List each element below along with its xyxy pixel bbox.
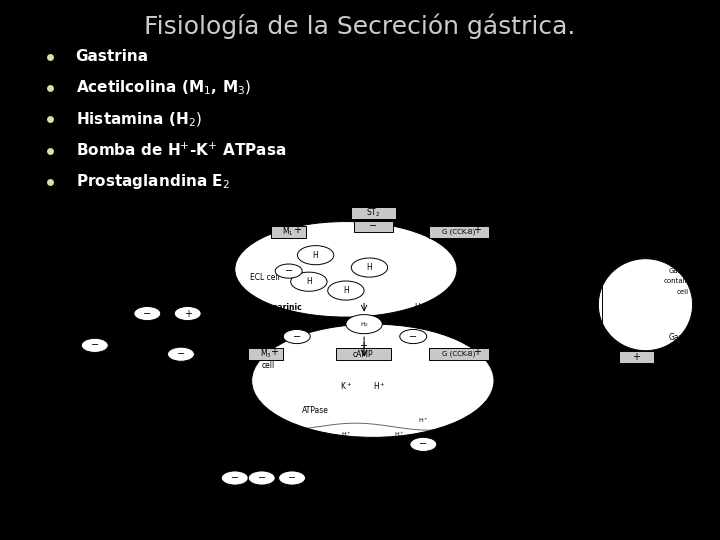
Circle shape	[283, 329, 310, 343]
Text: −: −	[288, 473, 296, 483]
Text: −: −	[177, 349, 185, 359]
Circle shape	[275, 264, 302, 278]
Text: Sucralfate: Sucralfate	[118, 436, 163, 444]
Circle shape	[410, 437, 437, 451]
Circle shape	[400, 329, 427, 343]
Text: H$^+$: H$^+$	[176, 422, 186, 430]
Text: H$^+$: H$^+$	[395, 430, 405, 440]
Text: Bismuth: Bismuth	[99, 273, 135, 282]
Text: −: −	[293, 332, 301, 341]
Ellipse shape	[235, 221, 457, 317]
FancyBboxPatch shape	[428, 348, 489, 360]
FancyBboxPatch shape	[618, 352, 654, 363]
Text: Parietal: Parietal	[254, 351, 283, 360]
Text: Prostaglandina E$_{2}$: Prostaglandina E$_{2}$	[76, 172, 230, 192]
Text: H: H	[312, 251, 318, 260]
Text: Antrum: Antrum	[613, 190, 644, 199]
Text: H$_2$ blockers: H$_2$ blockers	[414, 301, 459, 314]
Text: H$^+$: H$^+$	[303, 430, 315, 440]
Text: H: H	[306, 277, 312, 286]
Text: Ulcer bed: Ulcer bed	[158, 374, 191, 380]
Text: H$^+$: H$^+$	[341, 430, 351, 440]
Text: subsalicylate: subsalicylate	[89, 284, 145, 293]
Circle shape	[168, 347, 194, 361]
Text: Gastrin: Gastrin	[668, 333, 696, 342]
FancyBboxPatch shape	[428, 226, 489, 238]
Circle shape	[328, 281, 364, 300]
Text: +: +	[293, 225, 301, 235]
Text: M$_1$: M$_1$	[282, 226, 294, 239]
Text: containing: containing	[664, 279, 701, 285]
Text: Muscarinic: Muscarinic	[255, 303, 302, 312]
Text: cAMP: cAMP	[353, 350, 374, 359]
FancyBboxPatch shape	[248, 348, 283, 360]
Circle shape	[279, 471, 305, 485]
FancyBboxPatch shape	[336, 348, 391, 360]
Text: Gastrina: Gastrina	[76, 49, 149, 64]
Text: +: +	[473, 347, 481, 357]
Circle shape	[174, 307, 201, 321]
Text: Fundus: Fundus	[529, 190, 559, 199]
Text: −: −	[369, 221, 377, 231]
Text: ST$_2$: ST$_2$	[366, 206, 381, 219]
Text: −: −	[284, 266, 293, 276]
Text: cell: cell	[677, 289, 688, 295]
Text: H$^+$: H$^+$	[418, 416, 428, 425]
FancyBboxPatch shape	[354, 220, 393, 232]
Text: G (CCK-B): G (CCK-B)	[442, 351, 475, 357]
Text: +: +	[270, 347, 278, 357]
Circle shape	[346, 315, 382, 334]
Text: H: H	[343, 286, 348, 295]
Text: +: +	[632, 352, 640, 362]
Text: −: −	[409, 332, 418, 341]
Text: +: +	[184, 308, 192, 319]
Text: G (CCK-B): G (CCK-B)	[442, 229, 475, 235]
Circle shape	[134, 307, 161, 321]
Text: antagonists: antagonists	[253, 312, 305, 321]
Text: −: −	[419, 440, 428, 449]
Text: cell: cell	[262, 361, 275, 370]
Circle shape	[221, 471, 248, 485]
Text: −: −	[91, 340, 99, 350]
Text: Stomach lumen: Stomach lumen	[337, 490, 415, 500]
Text: −: −	[258, 473, 266, 483]
Text: H$^+$: H$^+$	[263, 430, 274, 440]
Text: K$^+$: K$^+$	[340, 380, 352, 392]
Text: Bomba de H$^{+}$-K$^{+}$ ATPasa: Bomba de H$^{+}$-K$^{+}$ ATPasa	[76, 142, 286, 159]
Circle shape	[351, 258, 387, 277]
Text: Antacids: Antacids	[238, 490, 279, 500]
FancyBboxPatch shape	[271, 226, 305, 238]
Text: H$_2$: H$_2$	[359, 320, 369, 329]
Text: Mucous secretion: Mucous secretion	[150, 333, 212, 339]
Text: Proton pump inhibitors: Proton pump inhibitors	[471, 455, 551, 461]
Text: ATPase: ATPase	[302, 406, 329, 415]
Text: Stomach wall: Stomach wall	[333, 183, 393, 192]
Text: +: +	[359, 341, 367, 351]
Text: H$^+$: H$^+$	[373, 380, 386, 392]
FancyBboxPatch shape	[351, 207, 396, 219]
Text: Acetilcolina (M$_{1}$, M$_{3})$: Acetilcolina (M$_{1}$, M$_{3})$	[76, 79, 251, 97]
Circle shape	[248, 471, 275, 485]
Text: Somatostatin: Somatostatin	[387, 196, 439, 205]
Text: H pylori: H pylori	[84, 358, 111, 364]
Circle shape	[297, 246, 334, 265]
Text: +: +	[473, 225, 481, 235]
Text: Food: Food	[673, 374, 692, 383]
Text: H$^+$: H$^+$	[226, 430, 237, 440]
Text: Histamina (H$_{2})$: Histamina (H$_{2})$	[76, 110, 202, 129]
Ellipse shape	[252, 324, 494, 437]
Text: Enteric nervous system: Enteric nervous system	[170, 195, 260, 204]
Text: Fisiología de la Secreción gástrica.: Fisiología de la Secreción gástrica.	[144, 14, 576, 39]
Text: H: H	[366, 263, 372, 272]
Text: ECL cell: ECL cell	[250, 273, 280, 282]
Text: −: −	[143, 308, 151, 319]
Text: −: −	[231, 473, 239, 483]
Circle shape	[291, 272, 327, 291]
Text: M$_3$: M$_3$	[260, 348, 271, 361]
Text: Gastrin-: Gastrin-	[669, 268, 696, 274]
Ellipse shape	[598, 259, 693, 350]
Circle shape	[81, 338, 108, 353]
